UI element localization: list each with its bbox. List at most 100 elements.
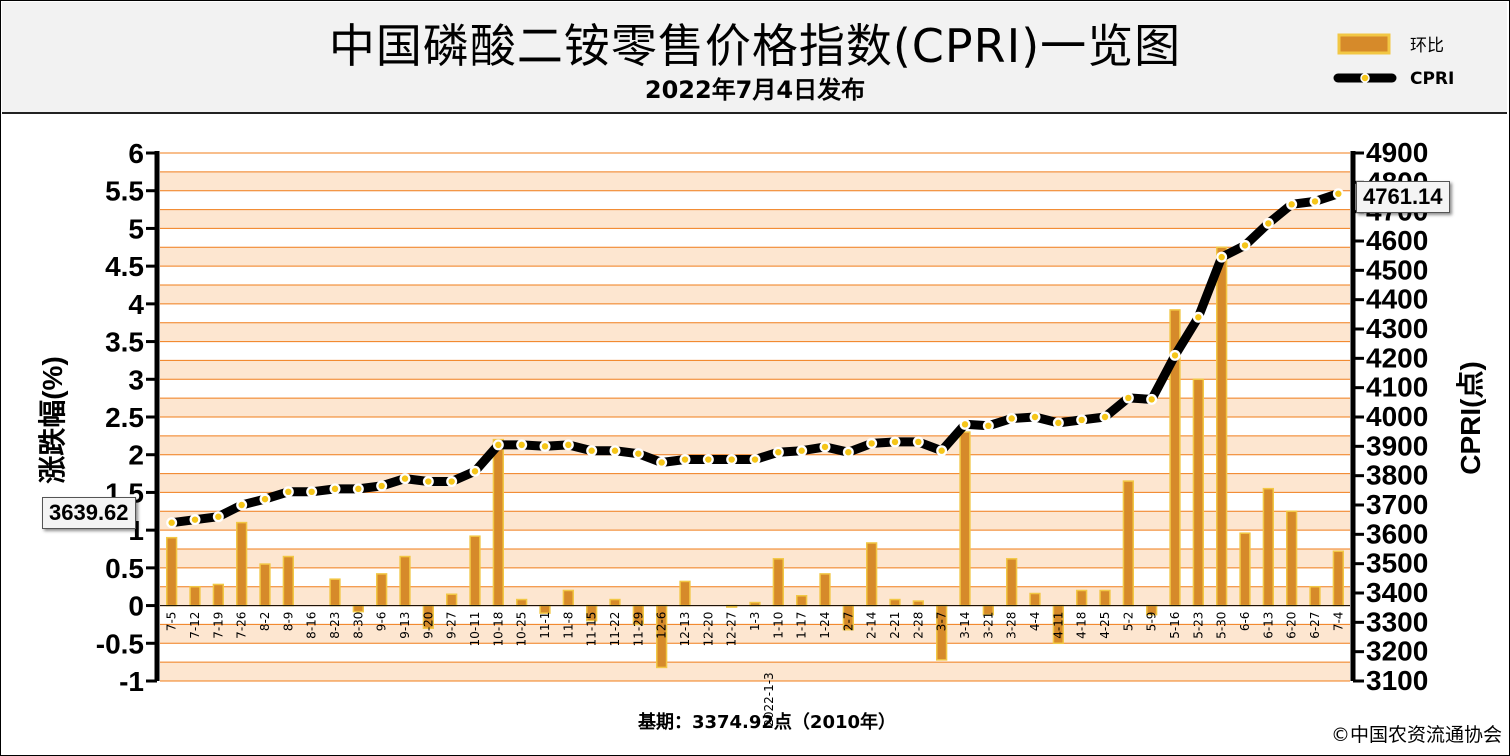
- right-axis-title: CPRI(点): [1455, 361, 1486, 475]
- cpri-point-9-27: [448, 478, 455, 485]
- right-tick-label: 3900: [1366, 430, 1428, 461]
- cpri-point-12-13: [681, 456, 689, 463]
- category-label: 8-23: [328, 612, 342, 639]
- category-label: 12-6: [655, 612, 669, 639]
- category-label: 10-25: [515, 612, 529, 647]
- left-tick-label: 3.5: [105, 327, 144, 358]
- category-label: 8-9: [281, 612, 295, 632]
- legend-line-marker: [1360, 73, 1370, 83]
- category-label: 9-27: [445, 612, 459, 639]
- category-label: 11-1: [538, 612, 552, 639]
- cpri-line: [166, 188, 1344, 529]
- category-label: 12-27: [725, 612, 739, 647]
- bar-12-13: [679, 580, 691, 607]
- cpri-point-8-23: [331, 485, 339, 493]
- bar-11-22: [609, 598, 621, 607]
- page-title: 中国磷酸二铵零售价格指数(CPRI)一览图: [328, 19, 1182, 73]
- cpri-point-4-11: [1055, 419, 1062, 427]
- bar-7-12: [189, 585, 201, 607]
- bar-7-26: [236, 521, 248, 607]
- band: [160, 586, 1350, 606]
- category-label: 2-28: [911, 612, 925, 639]
- category-label: 9-6: [375, 612, 389, 632]
- change-bars: [166, 246, 1344, 669]
- category-label: 8-30: [351, 612, 365, 639]
- bar-11-8: [562, 589, 574, 607]
- legend-line-label: CPRI: [1410, 69, 1454, 89]
- cpri-point-11-15: [588, 447, 595, 454]
- category-label: 11-8: [561, 612, 575, 639]
- cpri-point-9-20: [425, 478, 432, 485]
- band: [160, 303, 1350, 323]
- cpri-point-3-7: [938, 447, 945, 454]
- bar-9-6: [376, 573, 388, 607]
- category-label: 5-16: [1168, 612, 1182, 639]
- cpri-point-5-16: [1171, 352, 1179, 359]
- bar-1-17: [796, 595, 808, 607]
- category-label: 5-30: [1215, 612, 1229, 639]
- bar-5-30: [1216, 246, 1228, 607]
- bar-8-2: [259, 563, 271, 607]
- bar-6-20: [1286, 510, 1298, 607]
- bar-3-14: [959, 431, 971, 607]
- cpri-point-5-23: [1195, 314, 1202, 321]
- category-label: 2-21: [888, 612, 902, 639]
- bar-10-11: [469, 535, 481, 607]
- category-label: 3-14: [958, 612, 972, 639]
- category-label: 10-18: [491, 612, 505, 647]
- cpri-point-6-27: [1311, 198, 1319, 205]
- band: [160, 567, 1350, 587]
- category-label: 12-13: [678, 612, 692, 647]
- bar-7-19: [212, 583, 224, 607]
- cpri-point-1-10: [775, 449, 782, 456]
- cpri-point-12-6: [658, 459, 665, 466]
- cpri-point-11-22: [611, 447, 619, 454]
- bar-2-14: [866, 542, 878, 607]
- right-tick-label: 3100: [1366, 665, 1428, 696]
- bar-5-23: [1192, 378, 1204, 607]
- cpri-point-7-19: [215, 513, 222, 520]
- category-label: 11-22: [608, 612, 622, 647]
- band: [160, 341, 1350, 361]
- cpri-point-3-28: [1008, 415, 1015, 422]
- category-labels: 7-5 7-12 7-19 7-26 8-2 8-9 8-16 8-23 8-30 9-6 9-13…: [165, 612, 1346, 727]
- legend-bar-label: 环比: [1410, 36, 1444, 56]
- category-label: 6-6: [1238, 612, 1252, 632]
- cpri-point-2-28: [915, 438, 922, 446]
- bar-8-23: [329, 578, 341, 607]
- left-tick-label: 2.5: [105, 402, 144, 433]
- right-tick-label: 4300: [1366, 313, 1428, 344]
- category-label: 7-26: [235, 612, 249, 639]
- right-tick-label: 4000: [1366, 401, 1428, 432]
- right-tick-label: 3800: [1366, 460, 1428, 491]
- left-tick-label: -1: [119, 666, 144, 697]
- cpri-point-1-24: [821, 443, 829, 451]
- cpri-point-8-2: [261, 495, 269, 503]
- cpri-point-12-20: [705, 456, 712, 463]
- cpri-point-9-13: [401, 475, 409, 482]
- cpri-point-2-7: [845, 449, 852, 456]
- category-label: 5-23: [1191, 612, 1205, 639]
- legend-bar-swatch: [1337, 33, 1391, 55]
- left-tick-label: 0: [128, 591, 144, 622]
- bar-1-24: [819, 573, 831, 607]
- category-label: 3-28: [1005, 612, 1019, 639]
- band: [160, 379, 1350, 399]
- right-tick-label: 3700: [1366, 489, 1428, 520]
- cpri-point-6-6: [1241, 242, 1249, 249]
- band: [160, 360, 1350, 380]
- bar-9-13: [399, 555, 411, 607]
- bar-7-5: [166, 536, 178, 607]
- bar-3-28: [1006, 558, 1018, 607]
- right-axis-ticks: 4900480047004600450044004300420041004000…: [1353, 137, 1428, 696]
- category-label: 7-5: [165, 612, 179, 632]
- right-tick-label: 3400: [1366, 577, 1428, 608]
- cpri-point-9-6: [378, 482, 385, 490]
- category-label: 5-9: [1145, 612, 1159, 632]
- band: [160, 662, 1350, 681]
- band: [160, 209, 1350, 229]
- right-tick-label: 4400: [1366, 284, 1428, 315]
- copyright-note: ©中国农资流通协会: [1330, 724, 1502, 746]
- category-label: 1-3: [748, 612, 762, 632]
